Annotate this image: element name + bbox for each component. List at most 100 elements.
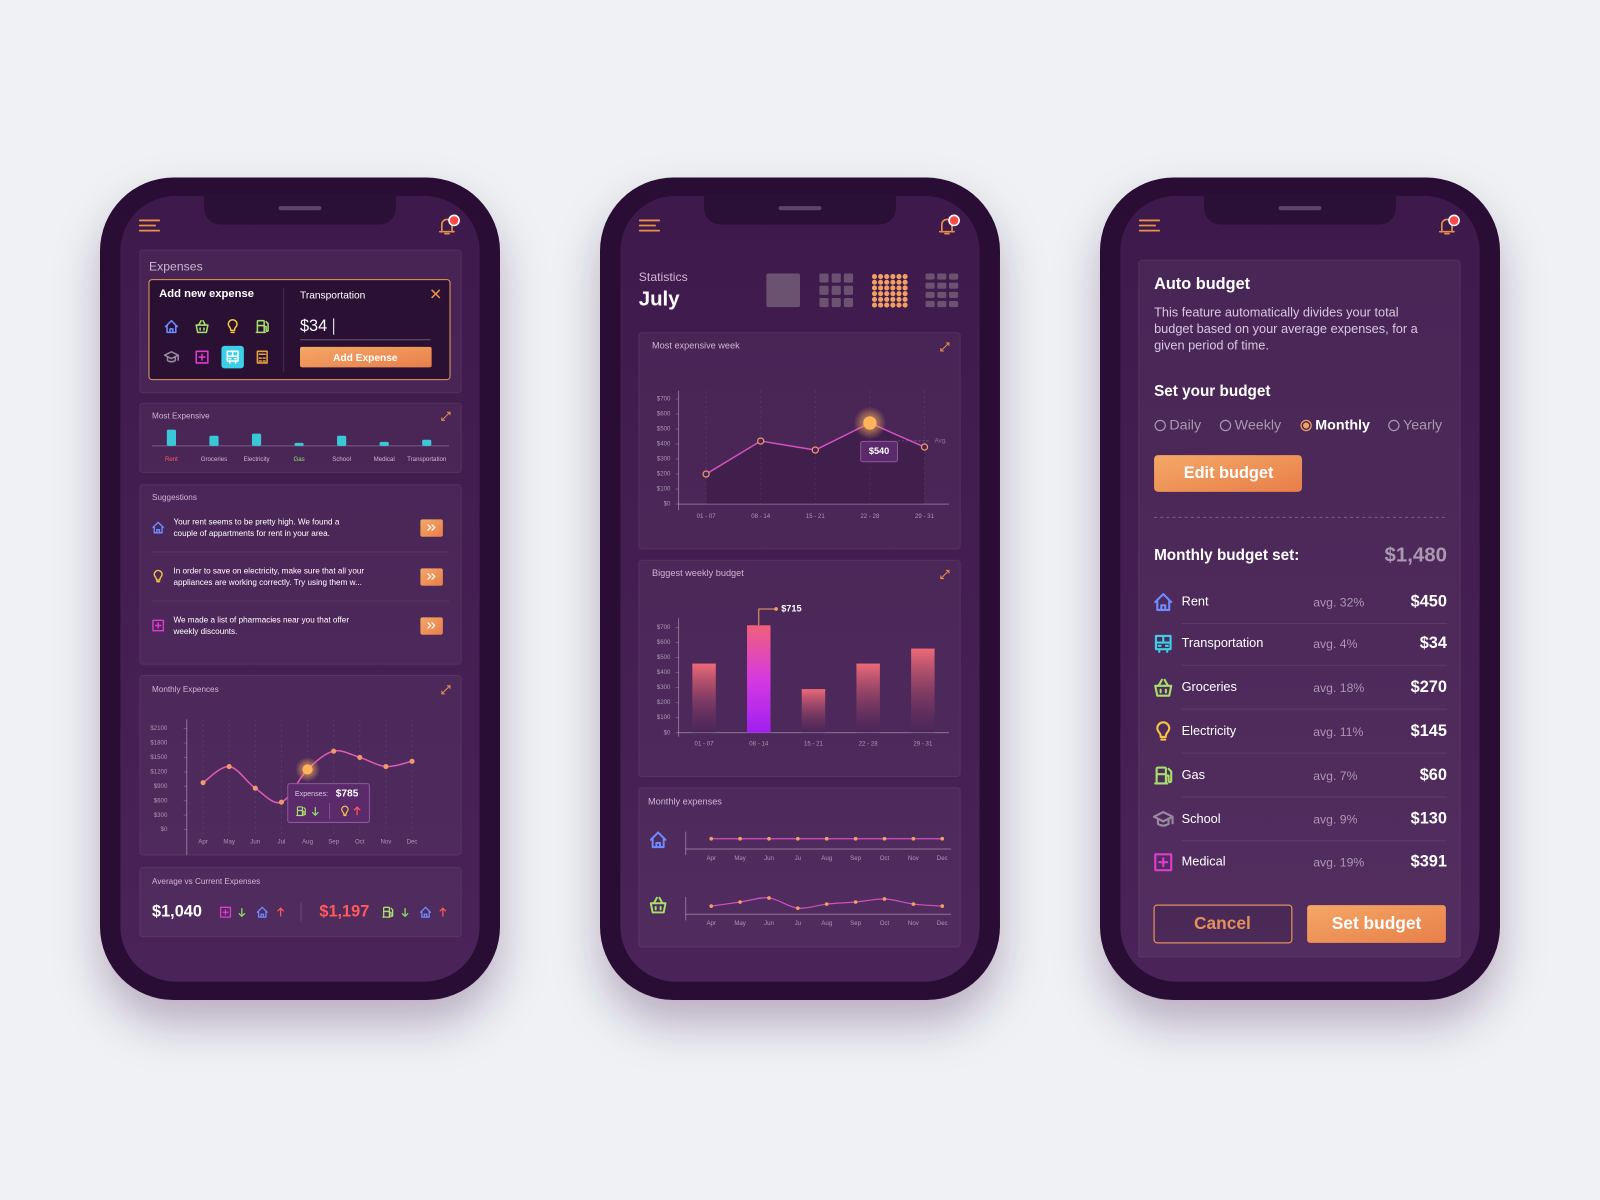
- icon-house[interactable]: [164, 319, 179, 334]
- suggestion-text: weekly discounts.: [172, 627, 237, 636]
- cancel-button[interactable]: [1153, 904, 1293, 944]
- icon-calc[interactable]: [256, 350, 268, 364]
- card-title: Average vs Current Expenses: [152, 877, 260, 886]
- amount-input[interactable]: $34: [300, 317, 327, 335]
- bar: [801, 689, 826, 733]
- bar: [692, 663, 716, 733]
- y-tick-label: $0: [161, 826, 168, 833]
- view-toggle-dot: [871, 291, 878, 297]
- radio-label[interactable]: Monthly: [1315, 417, 1370, 433]
- x-tick-label: Gas: [293, 456, 304, 463]
- phone-screen: [120, 195, 480, 982]
- y-tick-label: $0: [664, 501, 671, 508]
- expand-icon[interactable]: [940, 569, 950, 580]
- x-tick-label: Medical: [374, 456, 395, 463]
- chevrons: [427, 622, 436, 629]
- icon-bus[interactable]: [226, 350, 239, 364]
- expand-icon[interactable]: [940, 342, 950, 352]
- y-tick-label: $900: [154, 783, 168, 790]
- button-label[interactable]: Edit budget: [1184, 464, 1274, 482]
- icon-fuel[interactable]: [255, 319, 269, 334]
- view-toggle-dot: [896, 285, 902, 291]
- up-arrow: [277, 907, 285, 917]
- card-title: Most Expensive: [152, 411, 210, 420]
- average-share: avg. 18%: [1313, 681, 1364, 695]
- menu-button[interactable]: [1138, 219, 1161, 232]
- add-expense-button[interactable]: [299, 346, 432, 368]
- menu-button[interactable]: [138, 219, 161, 232]
- set-budget-button[interactable]: [1307, 905, 1446, 943]
- view-toggle-dot: [884, 302, 890, 308]
- view-toggle-cell: [831, 285, 841, 295]
- average-share: avg. 32%: [1313, 595, 1364, 609]
- icon-bulb[interactable]: [227, 318, 238, 334]
- current-amount: $1,197: [319, 903, 369, 921]
- card: [139, 866, 462, 938]
- y-tick-label: $600: [657, 411, 671, 418]
- y-tick-label: $300: [657, 684, 671, 691]
- description: budget based on your average expenses, f…: [1154, 321, 1419, 336]
- radio[interactable]: [1388, 419, 1400, 432]
- y-tick-label: $700: [657, 624, 671, 631]
- scaled-layer: Expenses Add new expense Transportation $34…: [99, 177, 1500, 1000]
- radio[interactable]: [1300, 419, 1312, 432]
- card-title: Suggestions: [152, 493, 197, 502]
- y-tick-label: $500: [657, 426, 671, 433]
- x-tick-label: Jun: [764, 920, 774, 927]
- point: [278, 799, 284, 805]
- x-tick-label: Dec: [937, 920, 948, 927]
- point: [709, 904, 714, 908]
- radio-label[interactable]: Yearly: [1403, 417, 1443, 433]
- y-tick-label: $700: [657, 396, 671, 403]
- edit-budget-button[interactable]: [1154, 455, 1303, 492]
- x-tick-label: 22 - 28: [859, 740, 879, 747]
- view-toggle-dot: [871, 279, 878, 285]
- total-amount: $1,480: [1385, 545, 1447, 567]
- icon-house: [152, 521, 165, 534]
- icon-cap[interactable]: [163, 351, 179, 363]
- view-toggle-cell: [819, 297, 829, 308]
- expand-icon[interactable]: [441, 685, 451, 695]
- avg-label: Avg.: [935, 437, 947, 444]
- expand-icon[interactable]: [441, 411, 451, 421]
- radio-label[interactable]: Weekly: [1235, 417, 1282, 433]
- suggestion-button[interactable]: [420, 568, 443, 586]
- average-share: avg. 9%: [1313, 813, 1357, 827]
- x-tick-label: Aug: [821, 920, 832, 927]
- suggestion-button[interactable]: [420, 617, 443, 635]
- category-amount: $34: [1420, 634, 1447, 652]
- view-toggle[interactable]: [766, 273, 800, 308]
- radio[interactable]: [1219, 419, 1232, 432]
- close-button[interactable]: [431, 289, 441, 299]
- x-tick-label: 15 - 21: [804, 740, 824, 747]
- card: [638, 787, 961, 948]
- x-tick-label: Nov: [908, 855, 920, 862]
- button-label[interactable]: Cancel: [1194, 913, 1251, 933]
- point: [383, 764, 389, 770]
- speaker: [778, 206, 822, 211]
- suggestion-button[interactable]: [420, 519, 443, 537]
- menu-button[interactable]: [638, 219, 661, 232]
- radio-label[interactable]: Daily: [1169, 417, 1202, 433]
- selected-category: Transportation: [300, 291, 365, 302]
- card: [1138, 259, 1461, 958]
- icon-house: [1154, 593, 1173, 612]
- bar: [209, 435, 219, 446]
- view-toggle-dot: [878, 273, 884, 280]
- point: [302, 764, 313, 775]
- bar: [747, 625, 771, 733]
- view-toggle-dot: [896, 279, 902, 285]
- button-label[interactable]: Set budget: [1332, 913, 1422, 933]
- point: [940, 836, 945, 841]
- x-tick-label: Jun: [250, 838, 260, 845]
- view-toggle-cell: [831, 297, 841, 308]
- icon-basket[interactable]: [195, 319, 209, 334]
- icon-bulb: [1156, 721, 1171, 741]
- button-label[interactable]: Add Expense: [333, 353, 398, 364]
- icon-medical[interactable]: [195, 350, 209, 364]
- point: [940, 904, 945, 908]
- radio[interactable]: [1154, 419, 1166, 432]
- bar: [294, 442, 304, 446]
- down-arrow: [401, 908, 409, 918]
- bar: [251, 433, 262, 446]
